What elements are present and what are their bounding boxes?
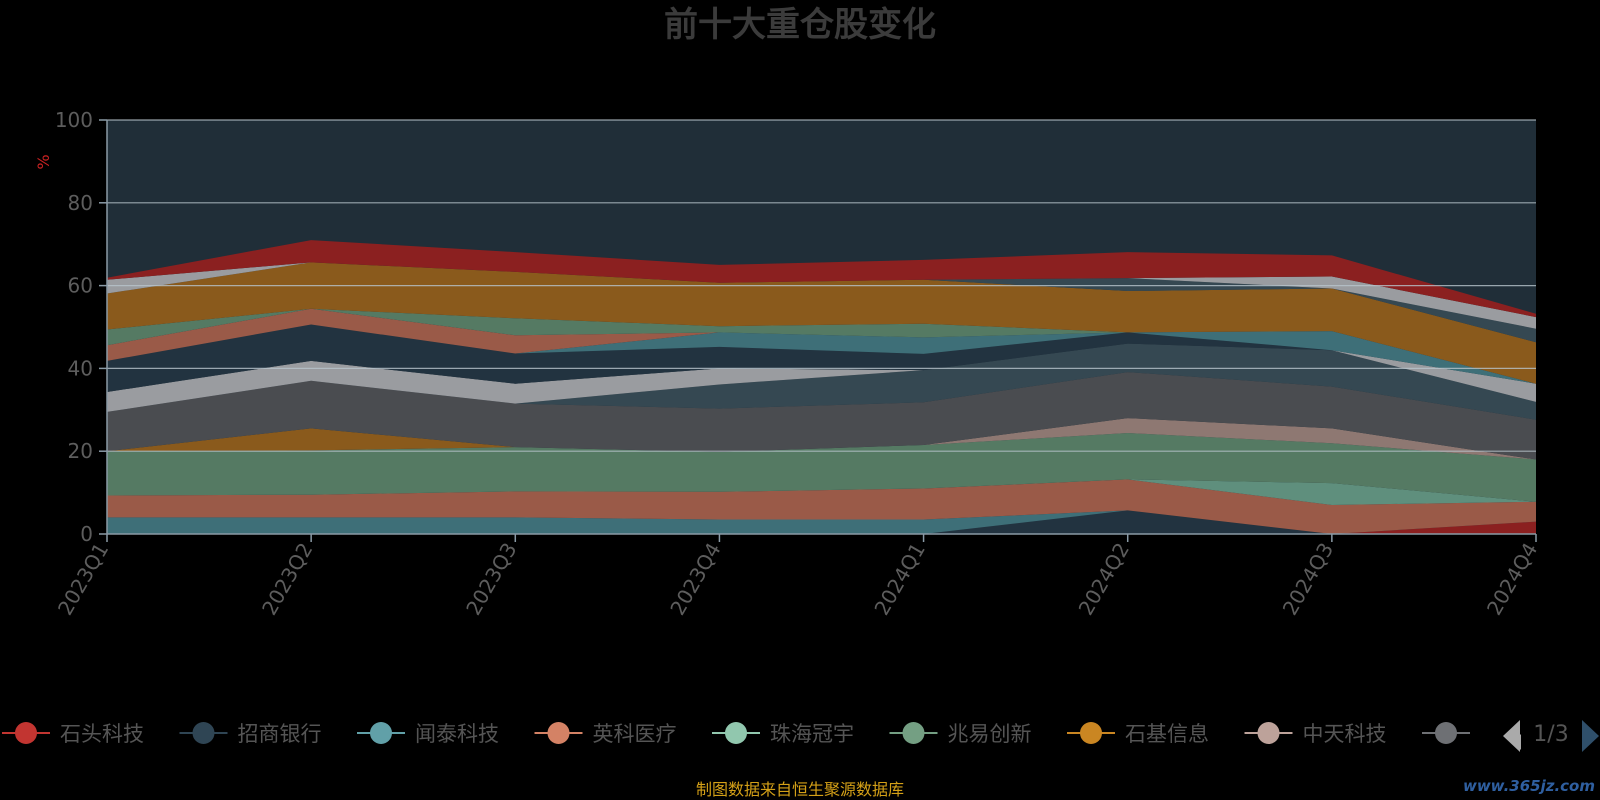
legend-item[interactable]: 英科医疗: [534, 722, 677, 746]
legend-marker-icon: [1080, 722, 1102, 744]
area-series-4: [107, 479, 1536, 505]
y-tick-label: 100: [55, 108, 93, 132]
legend-item[interactable]: 中天科技: [1244, 722, 1387, 746]
x-tick-label: 2024Q3: [1278, 539, 1338, 620]
legend-label: 中天科技: [1303, 722, 1387, 746]
legend-item[interactable]: 珠海冠宇: [712, 722, 854, 746]
legend-label: 闻泰科技: [415, 722, 499, 746]
legend-marker-icon: [902, 722, 925, 744]
legend-marker-icon: [192, 722, 215, 744]
legend-marker-icon: [370, 722, 392, 744]
y-axis-label: %: [34, 154, 53, 169]
area-series-group: [107, 240, 1536, 534]
legend-label: 石基信息: [1125, 722, 1209, 746]
legend-label: 兆易创新: [948, 722, 1032, 746]
area-series-5: [107, 433, 1536, 502]
x-tick-label: 2023Q3: [461, 539, 521, 620]
area-series-0: [107, 510, 1536, 534]
legend-label: 石头科技: [60, 722, 144, 746]
y-tick-label: 0: [80, 522, 93, 546]
area-series-1: [107, 510, 1536, 534]
legend-item[interactable]: 石基信息: [1067, 722, 1209, 746]
watermark: www.365jz.com: [1463, 777, 1595, 795]
legend-marker-icon: [1257, 722, 1280, 744]
area-series-6: [107, 428, 1536, 460]
legend-pager: 1/3: [1503, 720, 1599, 752]
chart-title: 前十大重仓股变化: [664, 5, 936, 45]
x-tick-label: 2024Q1: [869, 539, 929, 620]
area-series-14: [107, 308, 1536, 384]
legend-item[interactable]: 兆易创新: [889, 722, 1032, 746]
legend-label: 招商银行: [238, 722, 322, 746]
legend-label: 珠海冠宇: [770, 722, 854, 746]
area-series-18: [107, 240, 1536, 318]
x-tick-label: 2024Q4: [1482, 539, 1542, 620]
legend-next-arrow-icon[interactable]: [1582, 720, 1599, 752]
area-series-7: [107, 418, 1536, 460]
area-series-15: [107, 262, 1536, 384]
y-tick-label: 60: [68, 274, 93, 298]
x-tick-label: 2023Q1: [53, 539, 113, 620]
legend[interactable]: 石头科技 招商银行 闻泰科技 英科医疗 珠海冠宇 兆易创新 石基信息 中天科技: [2, 722, 1470, 746]
area-series-3: [107, 479, 1536, 534]
legend-item[interactable]: 石头科技: [2, 722, 144, 746]
y-tick-label: 40: [68, 356, 93, 380]
x-tick-label: 2023Q4: [665, 539, 725, 620]
area-series-10: [107, 343, 1536, 412]
legend-item[interactable]: 招商银行: [179, 722, 322, 746]
legend-marker-icon: [725, 722, 747, 744]
area-series-9: [107, 343, 1536, 420]
legend-marker-icon: [547, 722, 570, 744]
legend-label: 英科医疗: [593, 722, 677, 746]
area-series-11: [107, 324, 1536, 392]
source-note: 制图数据来自恒生聚源数据库: [696, 780, 904, 799]
area-series-12: [107, 324, 1536, 384]
x-tick-label: 2024Q2: [1074, 539, 1134, 620]
y-tick-label: 80: [68, 191, 93, 215]
x-tick-label: 2023Q2: [257, 539, 317, 620]
area-series-16: [107, 262, 1536, 343]
grid-lines: [107, 119, 1536, 452]
legend-marker-icon: [1435, 722, 1457, 744]
y-tick-label: 20: [68, 439, 93, 463]
legend-item[interactable]: 闻泰科技: [357, 722, 499, 746]
area-series-2: [107, 510, 1536, 534]
area-series-8: [107, 372, 1536, 460]
legend-item[interactable]: [1422, 722, 1470, 744]
legend-page-indicator: 1/3: [1533, 722, 1568, 747]
legend-marker-icon: [15, 722, 37, 744]
area-series-17: [107, 262, 1536, 329]
legend-prev-arrow-icon-shape: [1503, 720, 1520, 752]
